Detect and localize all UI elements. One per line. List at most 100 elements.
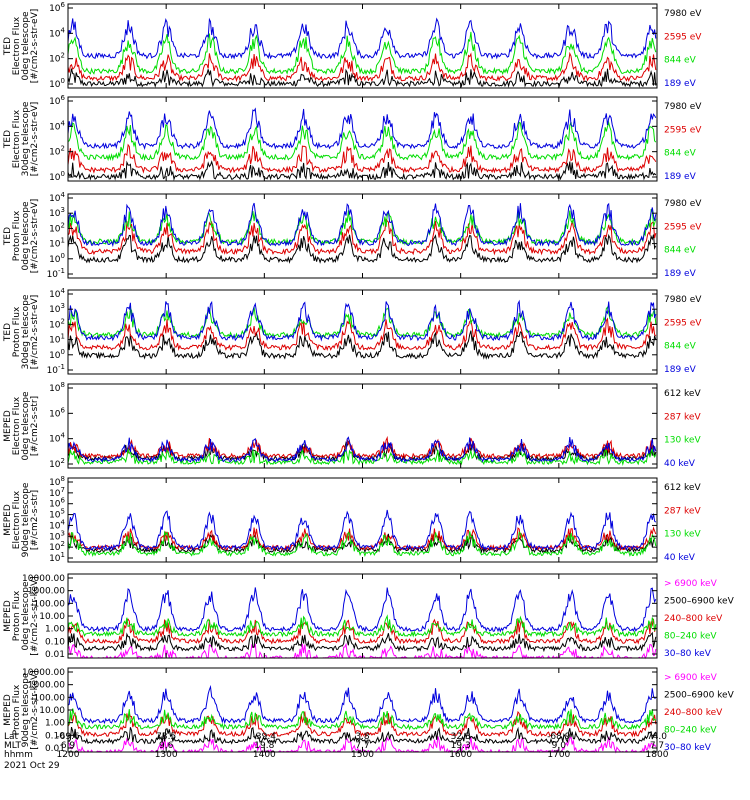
y-tick-exponent: 4 <box>61 518 66 526</box>
y-tick-base: 10 <box>49 240 61 250</box>
y-axis-label-line: MEPED <box>3 600 13 632</box>
series-line <box>67 143 657 174</box>
y-tick-exponent: 3 <box>61 206 65 214</box>
series-line <box>67 509 657 552</box>
y-tick-exponent: 8 <box>61 381 65 389</box>
legend-label: 287 keV <box>664 412 701 422</box>
series-line <box>67 68 657 88</box>
footer-row-label: Lat <box>4 732 19 742</box>
y-axis-label-line: 0deg telescope <box>21 581 31 651</box>
y-axis-label-line: TED <box>3 37 13 56</box>
y-tick-label: 106 <box>49 94 65 107</box>
series-line <box>67 330 657 360</box>
y-tick-label: 106 <box>49 406 65 419</box>
legend-label: 2500–6900 keV <box>664 597 735 607</box>
series-line <box>67 17 657 60</box>
y-tick-label: 103 <box>49 529 65 542</box>
y-tick-label: 103 <box>49 302 65 315</box>
y-tick-label: 10.00 <box>39 706 65 716</box>
y-tick-exponent: 3 <box>61 529 65 537</box>
y-tick-base: 10 <box>49 384 61 394</box>
y-tick-base: 10 <box>49 478 61 488</box>
y-tick-label: 100 <box>49 170 65 183</box>
y-tick-label: 10000.00 <box>22 668 65 678</box>
y-tick-label: 10000.00 <box>22 574 65 584</box>
x-tick-label: 9.6 <box>159 741 174 751</box>
x-tick-label: -69.6 <box>56 732 80 742</box>
y-tick-base: 10 <box>49 409 61 419</box>
legend-label: 844 eV <box>664 149 697 159</box>
legend-label: 612 keV <box>664 389 701 399</box>
y-tick-base: 10 <box>49 4 61 14</box>
y-tick-label: 0.01 <box>45 744 65 754</box>
series-line <box>67 631 657 653</box>
y-axis-label: TEDElectron Flux0deg telescope[#/cm2-s-s… <box>3 9 40 84</box>
legend-label: 189 eV <box>664 172 697 182</box>
x-tick-label: 1700 <box>547 750 570 760</box>
y-axis-label-line: MEPED <box>3 694 13 726</box>
y-tick-exponent: 2 <box>61 540 65 548</box>
legend-label: 130 keV <box>664 436 701 446</box>
y-axis-label-line: [#/cm2-s-str-eV] <box>30 9 40 84</box>
series-line <box>67 708 657 731</box>
y-tick-label: 106 <box>49 1 65 14</box>
y-tick-label: 105 <box>49 508 65 521</box>
legend-label: 2595 eV <box>664 125 702 135</box>
y-tick-exponent: 4 <box>61 26 66 34</box>
date-label: 2021 Oct 29 <box>4 761 60 771</box>
y-tick-exponent: 2 <box>61 317 65 325</box>
y-tick-exponent: -1 <box>58 267 65 275</box>
y-tick-exponent: 4 <box>61 287 66 295</box>
series-line <box>67 684 656 725</box>
y-tick-exponent: 2 <box>61 221 65 229</box>
y-tick-base: 10 <box>49 290 61 300</box>
y-axis-label-line: 30deg telescope <box>21 294 31 369</box>
y-axis-label: TEDProton Flux0deg telescope[#/cm2-s-str… <box>3 199 40 274</box>
y-tick-exponent: -1 <box>58 363 65 371</box>
y-tick-label: 104 <box>49 287 65 300</box>
footer-row-label: MLT <box>4 741 22 751</box>
series-line <box>67 120 657 162</box>
legend-label: 844 eV <box>664 56 697 66</box>
y-tick-label: 0.10 <box>45 637 65 647</box>
series-line <box>67 31 657 76</box>
y-tick-base: 10 <box>49 224 61 234</box>
series-line <box>67 107 657 151</box>
y-tick-label: 104 <box>49 191 65 204</box>
series-line <box>67 317 657 352</box>
y-axis-label-line: 30deg telescope <box>21 101 31 176</box>
x-tick-label: -39.4 <box>253 732 277 742</box>
x-tick-label: 7.7 <box>650 741 664 751</box>
series-line <box>67 306 657 339</box>
y-axis-label-line: Proton Flux <box>12 306 22 357</box>
x-tick-label: -68.9 <box>547 732 571 742</box>
y-tick-label: 108 <box>49 475 65 488</box>
y-axis-label-line: [#/cm2-s-str-keV] <box>30 576 40 655</box>
y-tick-label: 100 <box>49 77 65 90</box>
y-axis-label-line: Electron Flux <box>12 16 22 75</box>
y-axis-label-line: 0deg telescope <box>21 11 31 81</box>
series-line <box>67 233 657 264</box>
y-tick-exponent: 2 <box>61 145 65 153</box>
x-tick-label: 74.0 <box>647 732 667 742</box>
legend-label: 2595 eV <box>664 32 702 42</box>
y-tick-label: 1.00 <box>45 625 65 635</box>
legend-label: > 6900 keV <box>664 673 718 683</box>
y-axis-label-line: Electron Flux <box>12 490 22 549</box>
y-axis-label: TEDProton Flux30deg telescope[#/cm2-s-st… <box>3 294 40 369</box>
y-tick-exponent: 7 <box>61 486 65 494</box>
x-tick-label: 1300 <box>155 750 178 760</box>
y-tick-base: 10 <box>49 29 61 39</box>
legend-label: 287 keV <box>664 506 701 516</box>
y-tick-label: 1000.00 <box>28 681 65 691</box>
y-tick-exponent: 1 <box>61 237 65 245</box>
y-tick-exponent: 6 <box>61 1 66 9</box>
series-line <box>67 726 657 745</box>
y-tick-label: 1.00 <box>45 719 65 729</box>
legend-label: 2595 eV <box>664 318 702 328</box>
